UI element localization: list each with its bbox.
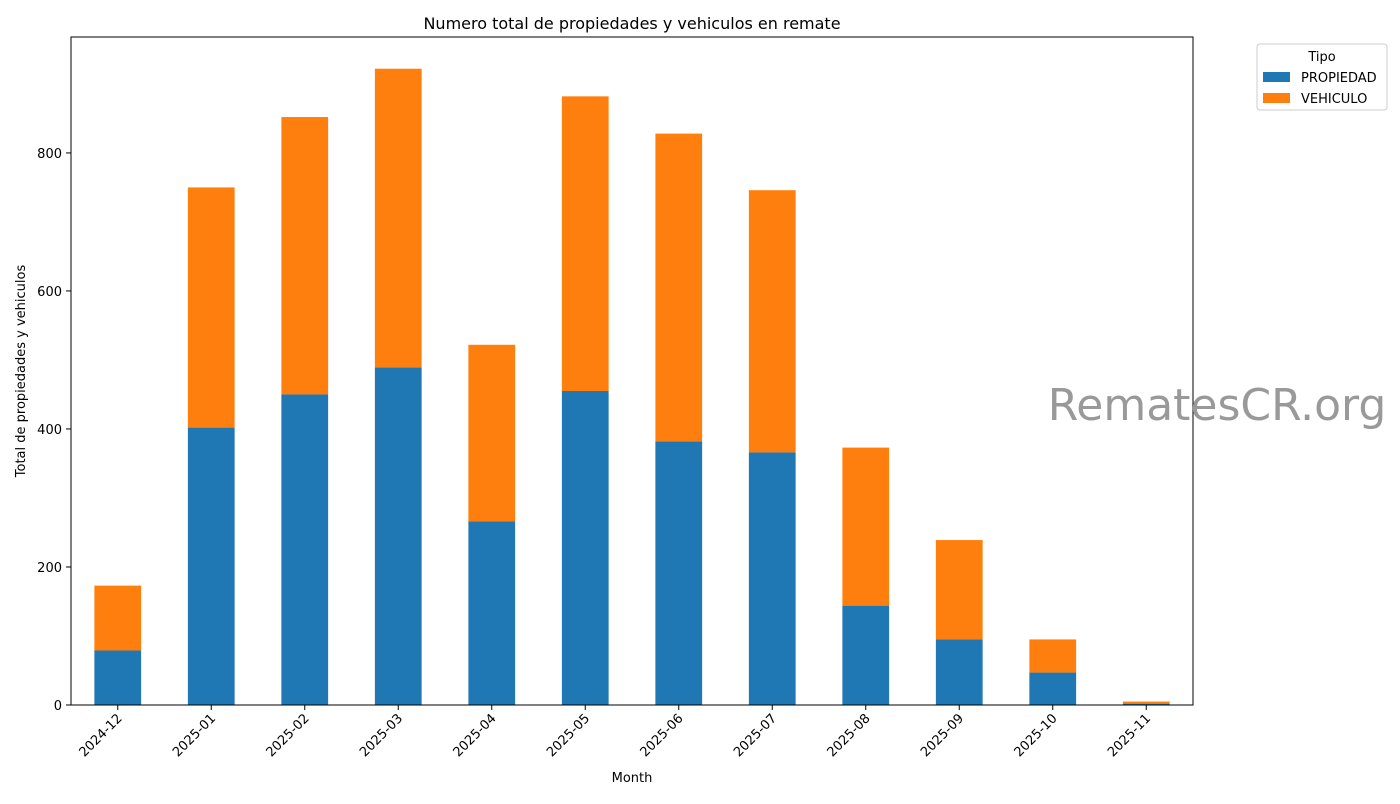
- bar-vehiculo-2025-04: [468, 344, 516, 522]
- plot-frame: [70, 36, 1194, 706]
- axes-layer: [66, 36, 1194, 710]
- bar-propiedad-2025-10: [1029, 672, 1077, 705]
- y-tick-label: 800: [37, 147, 62, 162]
- x-tick-label: 2025-09: [918, 711, 967, 760]
- bar-vehiculo-2025-03: [374, 68, 422, 368]
- bar-propiedad-2025-01: [187, 427, 235, 705]
- bar-propiedad-2025-02: [281, 394, 329, 705]
- legend-label-propiedad: PROPIEDAD: [1301, 71, 1377, 86]
- x-tick-label: 2025-01: [170, 711, 219, 760]
- y-axis-label: Total de propiedades y vehiculos: [14, 265, 29, 479]
- bar-propiedad-2025-07: [748, 452, 796, 705]
- x-tick-label: 2025-07: [731, 711, 780, 760]
- bars-layer: [94, 68, 1170, 705]
- watermark-text: RematesCR.org: [1048, 380, 1387, 431]
- bar-vehiculo-2025-07: [748, 190, 796, 453]
- bar-propiedad-2025-08: [842, 605, 890, 705]
- x-axis-label: Month: [612, 771, 653, 786]
- bar-propiedad-2025-03: [374, 367, 422, 705]
- y-tick-label: 600: [37, 285, 62, 300]
- x-tick-label: 2025-05: [544, 711, 593, 760]
- bar-vehiculo-2025-01: [187, 187, 235, 428]
- x-tick-label: 2025-08: [825, 711, 874, 760]
- bar-propiedad-2025-09: [935, 639, 983, 705]
- bar-vehiculo-2025-02: [281, 117, 329, 395]
- legend-swatch-propiedad: [1263, 72, 1290, 82]
- legend-title: Tipo: [1307, 50, 1335, 65]
- y-tick-label: 400: [37, 423, 62, 438]
- bar-vehiculo-2025-08: [842, 447, 890, 606]
- y-tick-label: 200: [37, 561, 62, 576]
- bar-vehiculo-2025-05: [561, 96, 609, 392]
- bar-vehiculo-2025-10: [1029, 639, 1077, 673]
- bar-propiedad-2025-05: [561, 391, 609, 705]
- x-tick-label: 2025-10: [1012, 711, 1061, 760]
- bar-propiedad-2025-11: [1122, 703, 1170, 705]
- chart-title: Numero total de propiedades y vehiculos …: [423, 14, 840, 33]
- bar-vehiculo-2025-06: [655, 133, 703, 442]
- bar-vehiculo-2025-11: [1122, 701, 1170, 704]
- bar-vehiculo-2025-09: [935, 540, 983, 640]
- x-tick-label: 2025-06: [638, 711, 687, 760]
- x-tick-label: 2024-12: [77, 711, 126, 760]
- x-tick-label: 2025-02: [264, 711, 313, 760]
- y-tick-label: 0: [54, 699, 62, 714]
- x-tick-label: 2025-11: [1105, 711, 1154, 760]
- x-tick-label: 2025-04: [451, 711, 500, 760]
- bar-propiedad-2025-04: [468, 521, 516, 705]
- legend-swatch-vehiculo: [1263, 93, 1290, 103]
- bar-vehiculo-2024-12: [94, 585, 142, 651]
- bar-propiedad-2024-12: [94, 650, 142, 705]
- x-tick-label: 2025-03: [357, 711, 406, 760]
- legend-label-vehiculo: VEHICULO: [1301, 92, 1367, 107]
- watermark-layer: RematesCR.org: [1048, 380, 1387, 431]
- bar-propiedad-2025-06: [655, 441, 703, 705]
- legend: Tipo PROPIEDAD VEHICULO: [1256, 43, 1388, 111]
